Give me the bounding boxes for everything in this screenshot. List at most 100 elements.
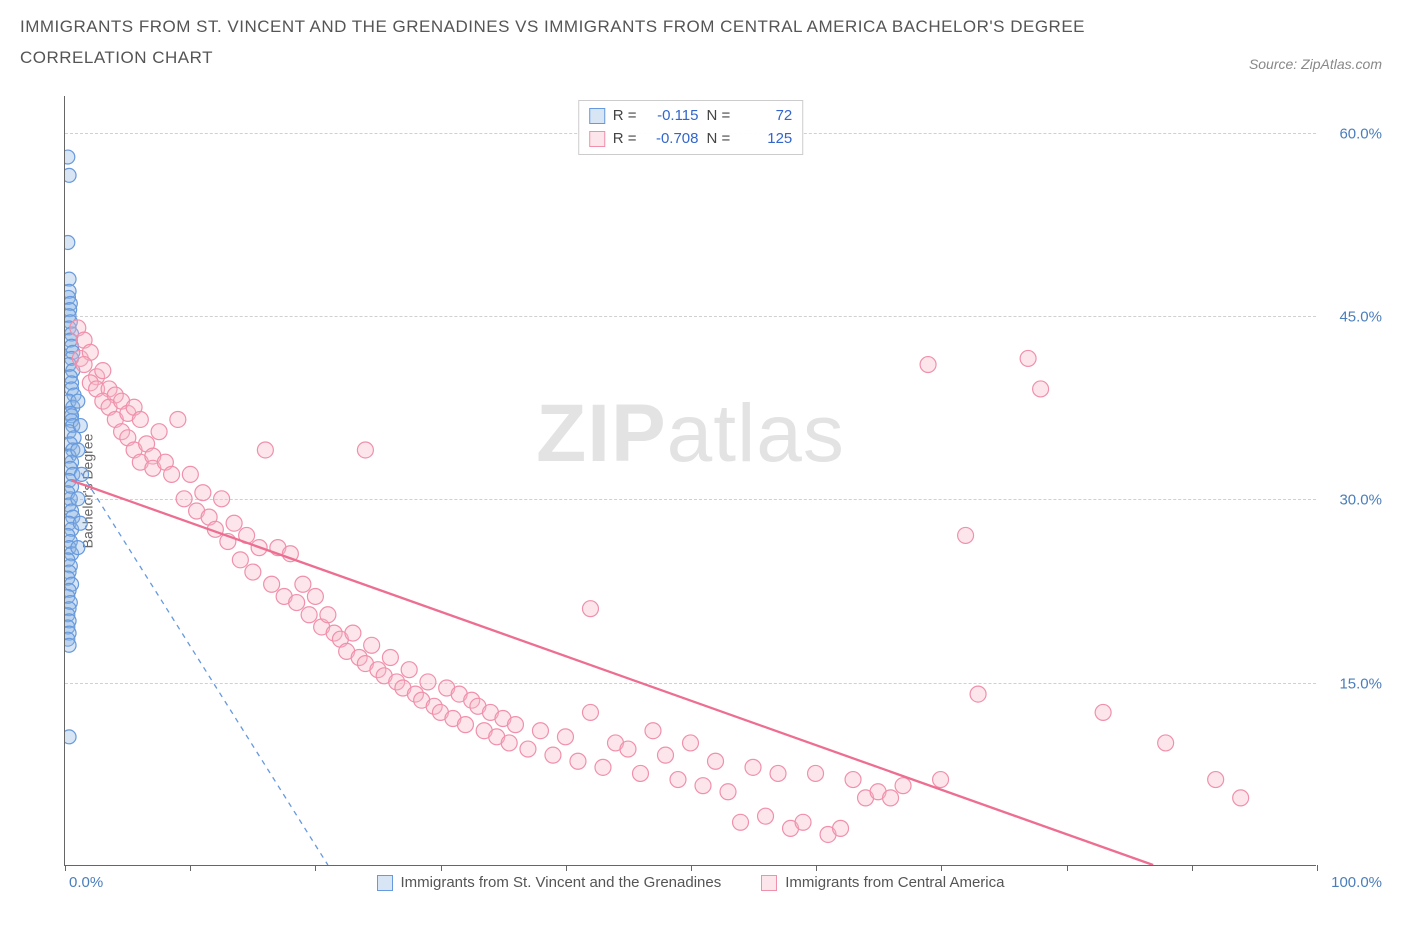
data-point [632, 765, 648, 781]
x-tick [566, 865, 567, 871]
data-point [520, 741, 536, 757]
legend-stats-row-2: R = -0.708 N = 125 [589, 128, 793, 151]
data-point [683, 735, 699, 751]
x-tick [691, 865, 692, 871]
data-point [232, 552, 248, 568]
data-point [289, 595, 305, 611]
x-tick [1317, 865, 1318, 871]
data-point [164, 466, 180, 482]
scatter-svg [65, 96, 1316, 865]
data-point [845, 772, 861, 788]
chart-title-line1: IMMIGRANTS FROM ST. VINCENT AND THE GREN… [20, 12, 1386, 43]
data-point [933, 772, 949, 788]
data-point [71, 492, 85, 506]
data-point [257, 442, 273, 458]
data-point [708, 753, 724, 769]
y-tick-label: 60.0% [1322, 125, 1382, 142]
stat-n-label-1: N = [707, 105, 731, 128]
x-tick [1067, 865, 1068, 871]
trend-line [72, 481, 1154, 866]
data-point [65, 150, 75, 164]
x-legend-item-1: Immigrants from St. Vincent and the Gren… [377, 874, 722, 891]
data-point [382, 650, 398, 666]
y-tick-label: 45.0% [1322, 309, 1382, 326]
data-point [570, 753, 586, 769]
data-point [920, 357, 936, 373]
data-point [545, 747, 561, 763]
data-point [245, 564, 261, 580]
data-point [1033, 381, 1049, 397]
x-tick [65, 865, 66, 871]
data-point [295, 576, 311, 592]
y-tick-label: 30.0% [1322, 492, 1382, 509]
data-point [1158, 735, 1174, 751]
stat-n-value-1: 72 [738, 105, 792, 128]
stat-n-label-2: N = [707, 128, 731, 151]
data-point [1095, 704, 1111, 720]
data-point [720, 784, 736, 800]
x-swatch-1 [377, 875, 393, 891]
data-point [695, 778, 711, 794]
x-tick [441, 865, 442, 871]
data-point [745, 759, 761, 775]
stat-n-value-2: 125 [738, 128, 792, 151]
data-point [420, 674, 436, 690]
data-point [71, 394, 85, 408]
data-point [301, 607, 317, 623]
data-point [364, 637, 380, 653]
x-axis-legend: Immigrants from St. Vincent and the Gren… [65, 874, 1316, 891]
x-tick [190, 865, 191, 871]
data-point [132, 411, 148, 427]
data-point [620, 741, 636, 757]
data-point [501, 735, 517, 751]
data-point [733, 814, 749, 830]
data-point [595, 759, 611, 775]
data-point [65, 730, 76, 744]
data-point [176, 491, 192, 507]
data-point [507, 717, 523, 733]
x-swatch-2 [761, 875, 777, 891]
y-tick-label: 15.0% [1322, 675, 1382, 692]
x-legend-label-2: Immigrants from Central America [785, 874, 1004, 891]
data-point [582, 601, 598, 617]
chart-title-block: IMMIGRANTS FROM ST. VINCENT AND THE GREN… [0, 0, 1406, 73]
data-point [895, 778, 911, 794]
chart-container: Bachelor's Degree ZIPatlas 15.0%30.0%45.… [44, 96, 1384, 886]
data-point [345, 625, 361, 641]
data-point [71, 443, 85, 457]
data-point [320, 607, 336, 623]
source-attribution: Source: ZipAtlas.com [1249, 56, 1382, 72]
data-point [76, 357, 92, 373]
stat-r-label-1: R = [613, 105, 637, 128]
data-point [65, 168, 76, 182]
stat-r-value-1: -0.115 [645, 105, 699, 128]
plot-area: ZIPatlas 15.0%30.0%45.0%60.0% 0.0% 100.0… [64, 96, 1316, 866]
data-point [958, 527, 974, 543]
legend-stats-row-1: R = -0.115 N = 72 [589, 105, 793, 128]
data-point [71, 541, 85, 555]
data-point [357, 442, 373, 458]
x-tick [1192, 865, 1193, 871]
stat-r-label-2: R = [613, 128, 637, 151]
chart-title-line2: CORRELATION CHART [20, 43, 1386, 74]
data-point [1020, 350, 1036, 366]
data-point [658, 747, 674, 763]
data-point [883, 790, 899, 806]
data-point [95, 363, 111, 379]
data-point [73, 419, 87, 433]
swatch-series-1 [589, 108, 605, 124]
data-point [307, 588, 323, 604]
data-point [770, 765, 786, 781]
x-tick [816, 865, 817, 871]
x-max-label: 100.0% [1331, 874, 1382, 891]
data-point [582, 704, 598, 720]
data-point [1233, 790, 1249, 806]
data-point [645, 723, 661, 739]
data-point [182, 466, 198, 482]
data-point [195, 485, 211, 501]
data-point [214, 491, 230, 507]
data-point [833, 820, 849, 836]
data-point [457, 717, 473, 733]
data-point [65, 235, 75, 249]
data-point [401, 662, 417, 678]
